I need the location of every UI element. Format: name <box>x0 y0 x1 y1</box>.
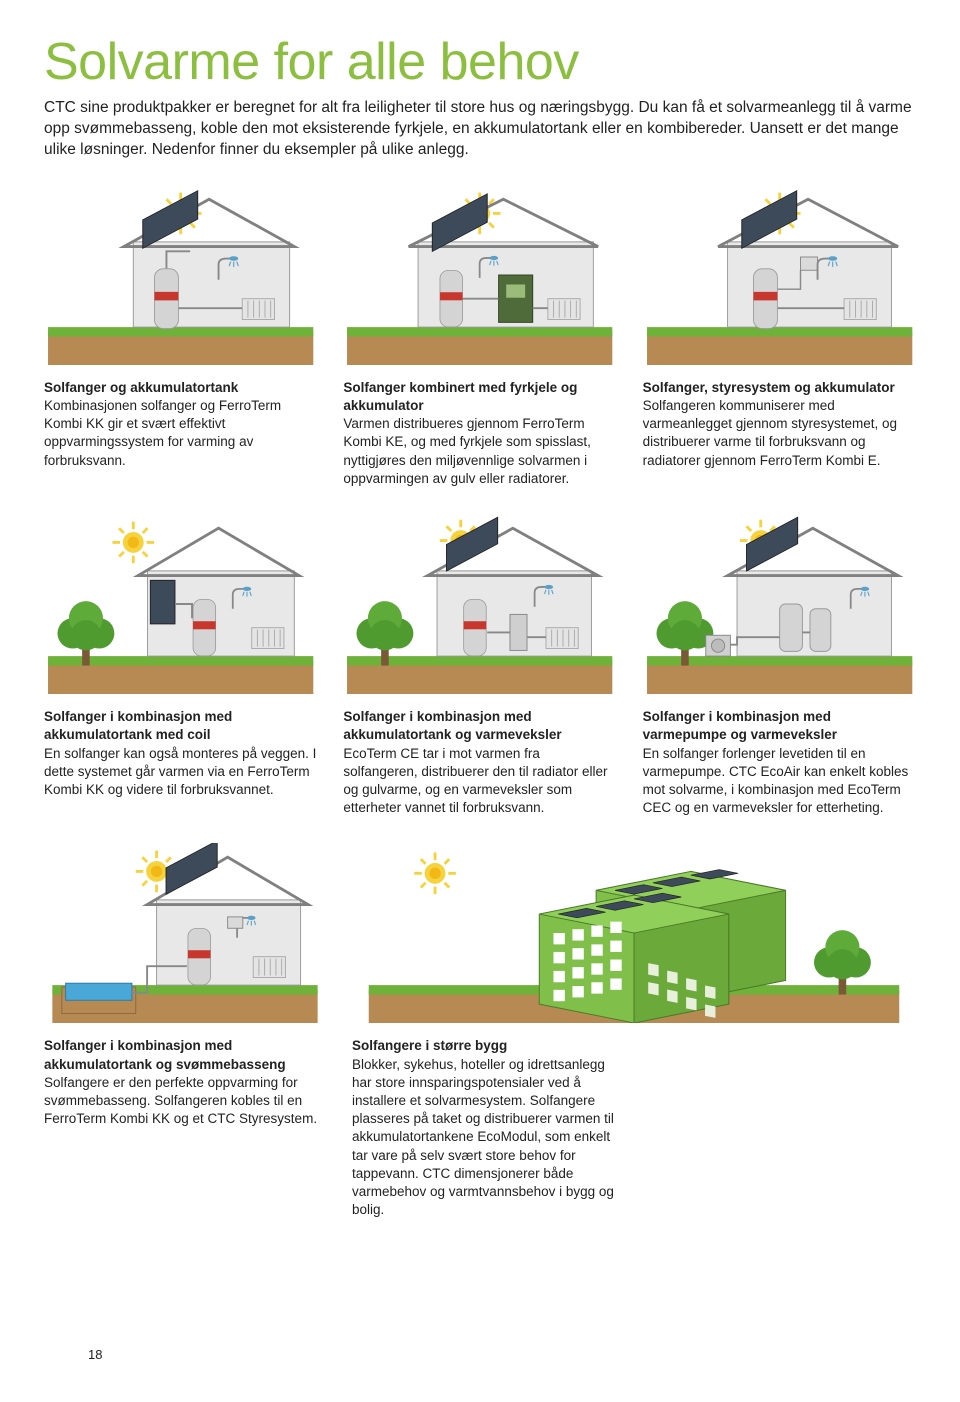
page-title: Solvarme for alle behov <box>44 32 916 92</box>
item-8: Solfangere i større byggBlokker, sykehus… <box>352 843 916 1219</box>
item-7-text: Solfanger i kombinasjon med akkumulatort… <box>44 1037 326 1128</box>
item-3: Solfanger, styresystem og akkumulatorSol… <box>643 185 916 488</box>
item-7: Solfanger i kombinasjon med akkumulatort… <box>44 843 326 1219</box>
item-5: Solfanger i kombinasjon med akkumulatort… <box>343 514 616 817</box>
item-1-text: Solfanger og akkumulatortankKombinasjone… <box>44 379 317 470</box>
illus-house-control <box>643 185 916 365</box>
item-4: Solfanger i kombinasjon med akkumulatort… <box>44 514 317 817</box>
item-3-title: Solfanger, styresystem og akkumulator <box>643 380 895 395</box>
item-2: Solfanger kombinert med fyrkjele og akku… <box>343 185 616 488</box>
illus-house-tree-wall <box>44 514 317 694</box>
illus-buildings <box>352 843 916 1023</box>
row-3: Solfanger i kombinasjon med akkumulatort… <box>44 843 916 1219</box>
item-3-text: Solfanger, styresystem og akkumulatorSol… <box>643 379 916 470</box>
row-2: Solfanger i kombinasjon med akkumulatort… <box>44 514 916 817</box>
item-6-title: Solfanger i kombinasjon med varmepumpe o… <box>643 709 837 742</box>
illus-house-pool <box>44 843 326 1023</box>
item-6: Solfanger i kombinasjon med varmepumpe o… <box>643 514 916 817</box>
item-8-title: Solfangere i større bygg <box>352 1038 507 1053</box>
item-4-title: Solfanger i kombinasjon med akkumulatort… <box>44 709 232 742</box>
illus-house-boiler <box>343 185 616 365</box>
item-1: Solfanger og akkumulatortankKombinasjone… <box>44 185 317 488</box>
item-5-text: Solfanger i kombinasjon med akkumulatort… <box>343 708 616 817</box>
illus-house-tree-exchanger <box>343 514 616 694</box>
item-8-text: Solfangere i større byggBlokker, sykehus… <box>352 1037 621 1219</box>
item-5-title: Solfanger i kombinasjon med akkumulatort… <box>343 709 561 742</box>
item-2-title: Solfanger kombinert med fyrkjele og akku… <box>343 380 577 413</box>
illus-house-tree-heatpump <box>643 514 916 694</box>
illus-house-tank <box>44 185 317 365</box>
item-1-title: Solfanger og akkumulatortank <box>44 380 238 395</box>
row-1: Solfanger og akkumulatortankKombinasjone… <box>44 185 916 488</box>
page-number: 18 <box>88 1347 102 1362</box>
item-4-text: Solfanger i kombinasjon med akkumulatort… <box>44 708 317 799</box>
item-7-title: Solfanger i kombinasjon med akkumulatort… <box>44 1038 286 1071</box>
intro-text: CTC sine produktpakker er beregnet for a… <box>44 98 914 161</box>
item-2-text: Solfanger kombinert med fyrkjele og akku… <box>343 379 616 488</box>
item-6-text: Solfanger i kombinasjon med varmepumpe o… <box>643 708 916 817</box>
